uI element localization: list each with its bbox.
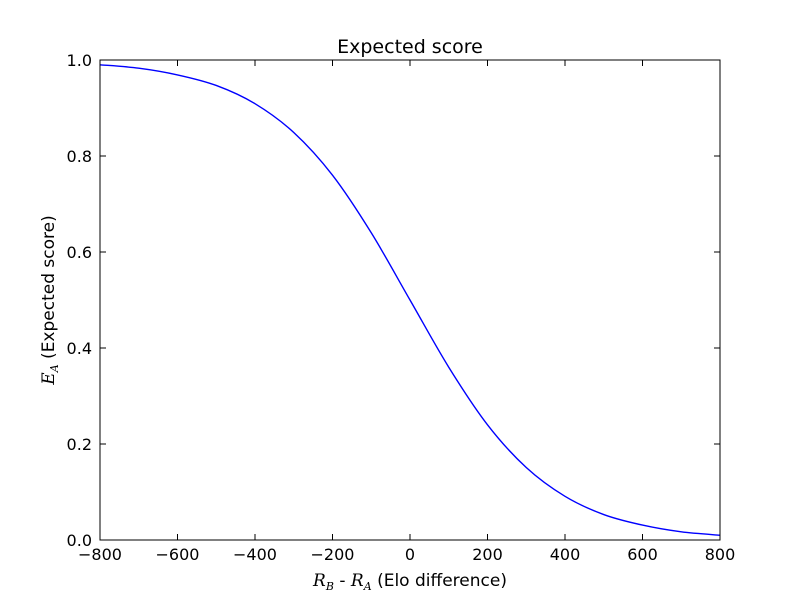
axis-ticks: −800 −600 −400 −200 0 200 400 600 800 0.0 0.2 0.4 0.…	[67, 51, 736, 564]
y-tick-label: 0.0	[67, 531, 92, 550]
x-axis-label: RB - RA (Elo difference)	[312, 571, 507, 593]
series-line	[99, 64, 721, 536]
x-label-sub2: A	[363, 580, 372, 593]
x-tick-label: 800	[705, 545, 736, 564]
x-label-sep: -	[334, 571, 351, 591]
x-tick-label: −200	[311, 545, 355, 564]
y-axis-label: EA (Expected score)	[39, 215, 61, 385]
y-label-sub: A	[48, 364, 61, 373]
x-tick-label: 400	[550, 545, 581, 564]
x-tick-label: −800	[78, 545, 122, 564]
x-tick-label: 0	[405, 545, 415, 564]
x-label-var1: R	[312, 571, 326, 591]
y-label-suffix: (Expected score)	[39, 215, 59, 364]
x-tick-label: −600	[156, 545, 200, 564]
plot-area	[99, 64, 721, 536]
x-tick-label: 200	[472, 545, 503, 564]
x-tick-label: 600	[627, 545, 658, 564]
x-label-var2: R	[350, 571, 364, 591]
x-label-suffix: (Elo difference)	[372, 571, 507, 591]
y-label-var: E	[39, 372, 59, 386]
y-tick-label: 0.8	[67, 147, 92, 166]
y-tick-label: 0.6	[67, 243, 92, 262]
chart-title: Expected score	[337, 36, 483, 58]
x-label-sub1: B	[325, 580, 334, 593]
y-tick-label: 1.0	[67, 51, 92, 70]
y-tick-label: 0.4	[67, 339, 92, 358]
x-tick-label: −400	[233, 545, 277, 564]
y-tick-label: 0.2	[67, 435, 92, 454]
